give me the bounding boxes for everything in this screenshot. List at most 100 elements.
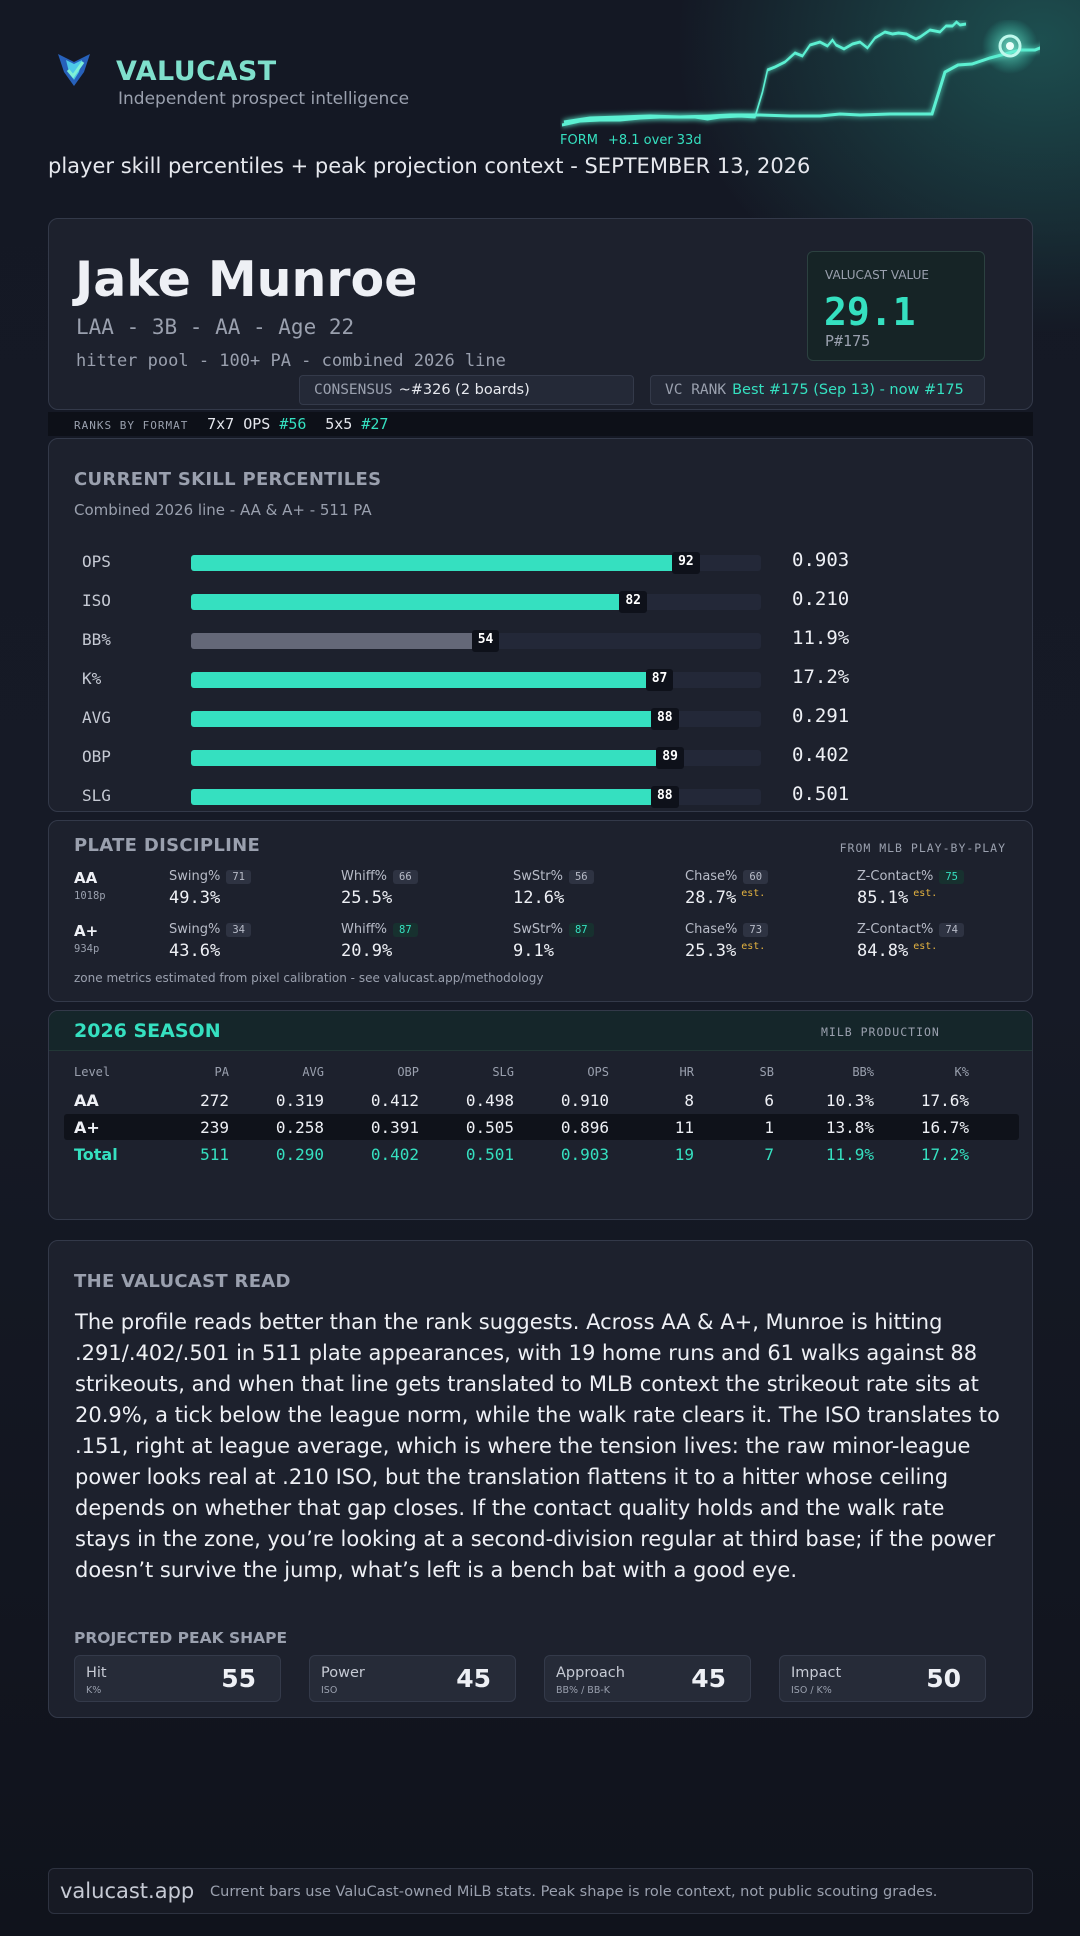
table-cell: 0.910: [560, 1091, 609, 1110]
rank-format-item: 5x5 #27: [325, 415, 388, 433]
metric-head: Z-Contact% 75: [857, 865, 1017, 884]
read-body: The profile reads better than the rank s…: [75, 1310, 1000, 1582]
column-header: Level: [74, 1065, 111, 1079]
season-header: 2026 SEASON MILB PRODUCTION: [49, 1011, 1032, 1051]
skill-percentile-badge: 54: [471, 630, 500, 652]
metric-value-line: 85.1% est.: [857, 888, 1017, 908]
peak-sub: BB% / BB-K: [556, 1685, 610, 1696]
table-cell: 0.402: [370, 1145, 419, 1164]
table-cell: AA: [74, 1091, 99, 1110]
table-cell: 16.7%: [920, 1118, 969, 1137]
table-cell: A+: [74, 1118, 100, 1137]
discipline-metric: Z-Contact% 75 85.1% est.: [857, 865, 1017, 908]
metric-head: Whiff% 66: [341, 865, 501, 884]
skill-value: 0.210: [792, 588, 850, 610]
metric-value: 25.3%: [685, 941, 737, 961]
season-card: 2026 SEASON MILB PRODUCTION Level PA AVG OB…: [48, 1010, 1033, 1220]
vc-rank-value: Best #175 (Sep 13) - now #175: [732, 382, 964, 398]
player-meta: LAA - 3B - AA - Age 22: [76, 315, 355, 339]
footer-brand[interactable]: valucast.app: [60, 1879, 195, 1903]
form-change: +8.1 over 33d: [607, 133, 702, 148]
metric-head: Swing% 34: [169, 918, 329, 937]
table-cell: 10.3%: [825, 1091, 874, 1110]
metric-percentile-badge: 73: [743, 923, 769, 937]
metric-percentile-badge: 34: [226, 923, 251, 937]
table-cell: 511: [200, 1145, 229, 1164]
peak-sub: ISO: [321, 1685, 338, 1696]
peak-tile: Power ISO 45: [309, 1655, 516, 1702]
form-sparkline: [561, 20, 1040, 127]
discipline-note: zone metrics estimated from pixel calibr…: [74, 971, 544, 985]
value-number: 29.1: [824, 290, 916, 334]
value-rank: P#175: [825, 332, 871, 350]
metric-percentile-badge: 75: [939, 870, 964, 884]
metric-head: Chase% 60: [685, 865, 845, 884]
discipline-metric: Chase% 60 28.7% est.: [685, 865, 845, 908]
peak-sub: ISO / K%: [791, 1685, 832, 1696]
skill-fill: [191, 672, 650, 688]
skill-track: 82: [191, 591, 761, 613]
table-cell: 0.412: [370, 1091, 419, 1110]
estimate-tag: est.: [913, 941, 938, 952]
estimate-tag: est.: [913, 888, 938, 899]
peak-tile: Hit K% 55: [74, 1655, 281, 1702]
skill-label: AVG: [82, 708, 111, 727]
peak-grade: 50: [926, 1664, 961, 1693]
peak-name: Hit: [86, 1665, 107, 1681]
rank-value: #56: [279, 415, 307, 433]
metric-value: 12.6%: [513, 888, 565, 908]
table-cell: 19: [674, 1145, 694, 1164]
season-table-row: AA 272 0.319 0.412 0.498 0.910 8 6 10.3% 17.6%: [64, 1087, 1019, 1113]
metric-value-line: 49.3%: [169, 888, 329, 908]
table-cell: 11: [674, 1118, 694, 1137]
metric-value: 43.6%: [169, 941, 221, 961]
season-title: 2026 SEASON: [74, 1020, 221, 1042]
season-table-row: Total 511 0.290 0.402 0.501 0.903 19 7 11.9% 17.2…: [64, 1141, 1019, 1167]
table-cell: 13.8%: [825, 1118, 874, 1137]
column-header: AVG: [302, 1065, 324, 1079]
skill-percentile-badge: 88: [650, 786, 679, 808]
discipline-metric: SwStr% 87 9.1%: [513, 918, 673, 961]
metric-value: 25.5%: [341, 888, 393, 908]
value-label: VALUCAST VALUE: [825, 268, 929, 282]
column-header: SLG: [492, 1065, 514, 1079]
skill-row: OBP 89 0.402: [49, 742, 1034, 772]
metric-name: Swing%: [169, 869, 221, 884]
table-cell: 0.896: [560, 1118, 609, 1137]
skills-title: CURRENT SKILL PERCENTILES: [74, 469, 382, 490]
form-label: FORM +8.1 over 33d: [560, 133, 712, 148]
metric-value-line: 43.6%: [169, 941, 329, 961]
metric-percentile-badge: 87: [393, 923, 418, 937]
peak-grade: 45: [691, 1664, 726, 1693]
ranks-by-format: RANKS BY FORMAT 7x7 OPS #56 5x5 #27: [48, 412, 1033, 436]
column-header: OBP: [397, 1065, 419, 1079]
skill-value: 0.903: [792, 549, 850, 571]
table-cell: 1: [764, 1118, 774, 1137]
table-cell: 0.258: [275, 1118, 324, 1137]
column-header: K%: [954, 1065, 969, 1079]
skill-row: SLG 88 0.501: [49, 781, 1034, 811]
skill-row: OPS 92 0.903: [49, 547, 1034, 577]
metric-name: Whiff%: [341, 869, 388, 884]
skill-label: K%: [82, 669, 102, 688]
skill-fill: [191, 594, 624, 610]
skill-track: 88: [191, 786, 761, 808]
skill-label: ISO: [82, 591, 111, 610]
metric-head: Swing% 71: [169, 865, 329, 884]
peak-grade: 55: [221, 1664, 256, 1693]
skill-row: BB% 54 11.9%: [49, 625, 1034, 655]
metric-value: 9.1%: [513, 941, 554, 961]
skill-fill: [191, 633, 476, 649]
skill-value: 0.291: [792, 705, 850, 727]
table-cell: 17.6%: [920, 1091, 969, 1110]
table-cell: 0.391: [370, 1118, 419, 1137]
plate-discipline-card: PLATE DISCIPLINE FROM MLB PLAY-BY-PLAY A…: [48, 820, 1033, 1002]
season-table-header: Level PA AVG OBP SLG OPS HR SB BB% K%: [64, 1061, 1019, 1087]
metric-value-line: 9.1%: [513, 941, 673, 961]
column-header: SB: [759, 1065, 774, 1079]
skill-track: 89: [191, 747, 761, 769]
table-cell: 11.9%: [825, 1145, 874, 1164]
metric-value-line: 20.9%: [341, 941, 501, 961]
discipline-level: AA 1018p: [74, 869, 106, 902]
skill-percentiles-card: CURRENT SKILL PERCENTILES Combined 2026 …: [48, 438, 1033, 812]
